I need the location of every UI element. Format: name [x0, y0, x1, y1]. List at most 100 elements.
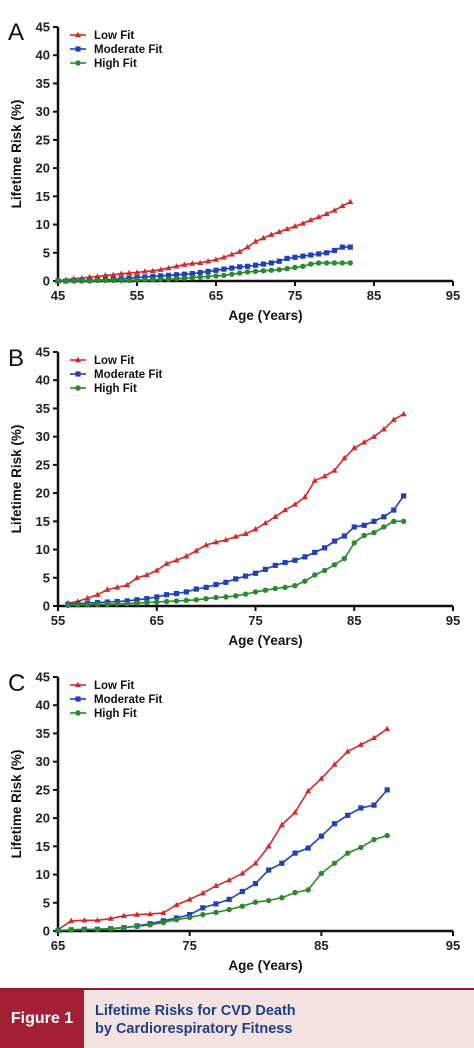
data-point-low-fit — [173, 901, 180, 908]
y-tick-label: 40 — [36, 698, 50, 713]
data-point-high-fit — [102, 277, 109, 284]
data-point-low-fit — [149, 267, 156, 274]
data-point-high-fit — [347, 260, 353, 266]
data-point-high-fit — [223, 594, 229, 600]
data-point-moderate-fit — [134, 597, 140, 603]
data-point-high-fit — [312, 572, 318, 578]
data-point-low-fit — [236, 248, 243, 254]
data-point-low-fit — [292, 223, 298, 229]
data-point-moderate-fit — [308, 252, 314, 258]
data-point-high-fit — [110, 277, 117, 284]
legend: Low Fit Moderate Fit High Fit — [70, 680, 163, 720]
y-axis-title: Lifetime Risk (%) — [9, 750, 24, 859]
data-point-low-fit — [228, 251, 235, 257]
data-point-high-fit — [233, 593, 239, 599]
data-point-moderate-fit — [187, 912, 193, 918]
data-point-moderate-fit — [324, 250, 330, 256]
data-point-low-fit — [239, 870, 246, 876]
data-point-low-fit — [339, 202, 346, 209]
data-point-low-fit — [160, 909, 167, 916]
data-point-high-fit — [242, 591, 249, 597]
legend-label-moderate-fit: Moderate Fit — [94, 694, 163, 706]
data-point-moderate-fit — [183, 589, 189, 595]
data-point-high-fit — [292, 264, 298, 271]
footer-divider — [0, 988, 474, 990]
data-point-moderate-fit — [223, 579, 229, 585]
data-point-low-fit — [315, 214, 322, 220]
data-point-low-fit — [331, 207, 338, 213]
data-point-moderate-fit — [318, 833, 324, 839]
data-point-high-fit — [86, 278, 93, 284]
data-point-moderate-fit — [237, 264, 243, 270]
data-point-high-fit — [292, 889, 298, 896]
legend-label-low-fit: Low Fit — [94, 355, 134, 367]
y-tick-label: 30 — [36, 429, 50, 444]
data-point-high-fit — [197, 274, 203, 280]
y-tick-label: 0 — [43, 274, 50, 289]
y-tick-label: 0 — [43, 599, 50, 614]
data-point-moderate-fit — [345, 812, 351, 818]
series-line-low-fit — [57, 201, 351, 282]
data-point-moderate-fit — [371, 518, 377, 524]
data-point-high-fit — [150, 277, 156, 283]
data-point-moderate-fit — [292, 557, 298, 563]
data-point-moderate-fit — [272, 562, 278, 568]
data-point-low-fit — [183, 553, 190, 559]
data-point-moderate-fit — [384, 787, 390, 793]
x-axis-title: Age (Years) — [228, 633, 302, 648]
data-point-high-fit — [244, 269, 251, 275]
x-tick-label: 85 — [314, 938, 328, 953]
x-tick-label: 75 — [248, 613, 262, 628]
data-point-high-fit — [104, 601, 111, 608]
data-point-low-fit — [321, 472, 328, 479]
data-point-moderate-fit — [292, 850, 298, 856]
y-tick-label: 20 — [36, 161, 50, 176]
data-point-low-fit — [242, 530, 249, 536]
data-point-high-fit — [252, 899, 259, 905]
data-point-high-fit — [252, 268, 259, 275]
series-high-fit — [65, 518, 407, 609]
legend-marker-low-fit — [75, 681, 81, 688]
y-tick-label: 25 — [36, 457, 50, 472]
data-point-high-fit — [75, 602, 81, 608]
panel-letter: C — [8, 670, 25, 697]
x-tick-label: 85 — [347, 613, 361, 628]
data-point-high-fit — [173, 598, 180, 604]
data-point-low-fit — [110, 271, 117, 277]
data-point-low-fit — [292, 501, 298, 507]
data-point-high-fit — [203, 595, 209, 602]
series-moderate-fit — [65, 493, 407, 607]
data-point-high-fit — [121, 924, 127, 931]
data-point-moderate-fit — [268, 260, 274, 266]
data-point-moderate-fit — [205, 268, 211, 275]
data-point-low-fit — [226, 877, 233, 883]
data-point-moderate-fit — [158, 273, 164, 279]
data-point-low-fit — [153, 567, 160, 573]
data-point-moderate-fit — [252, 570, 259, 576]
data-point-moderate-fit — [213, 267, 219, 273]
data-point-low-fit — [114, 584, 121, 590]
data-point-moderate-fit — [276, 258, 282, 264]
data-point-high-fit — [94, 601, 101, 608]
data-point-moderate-fit — [197, 269, 203, 276]
figure-caption: Lifetime Risks for CVD Death by Cardiore… — [95, 1002, 465, 1038]
data-point-high-fit — [371, 836, 377, 843]
data-point-high-fit — [173, 276, 180, 282]
data-point-low-fit — [120, 912, 127, 918]
data-point-moderate-fit — [292, 254, 298, 260]
data-point-high-fit — [186, 914, 193, 921]
y-tick-label: 20 — [36, 811, 50, 826]
data-point-high-fit — [68, 927, 74, 933]
data-point-moderate-fit — [391, 507, 397, 513]
data-point-high-fit — [163, 598, 170, 605]
data-point-low-fit — [213, 256, 219, 262]
data-point-high-fit — [81, 926, 88, 933]
data-point-low-fit — [282, 506, 289, 513]
data-point-high-fit — [308, 261, 314, 267]
data-point-high-fit — [229, 271, 235, 277]
series-high-fit — [55, 260, 353, 284]
y-axis-title: Lifetime Risk (%) — [9, 100, 24, 209]
data-point-high-fit — [213, 594, 219, 601]
data-point-high-fit — [282, 584, 288, 591]
x-tick-label: 65 — [51, 938, 65, 953]
